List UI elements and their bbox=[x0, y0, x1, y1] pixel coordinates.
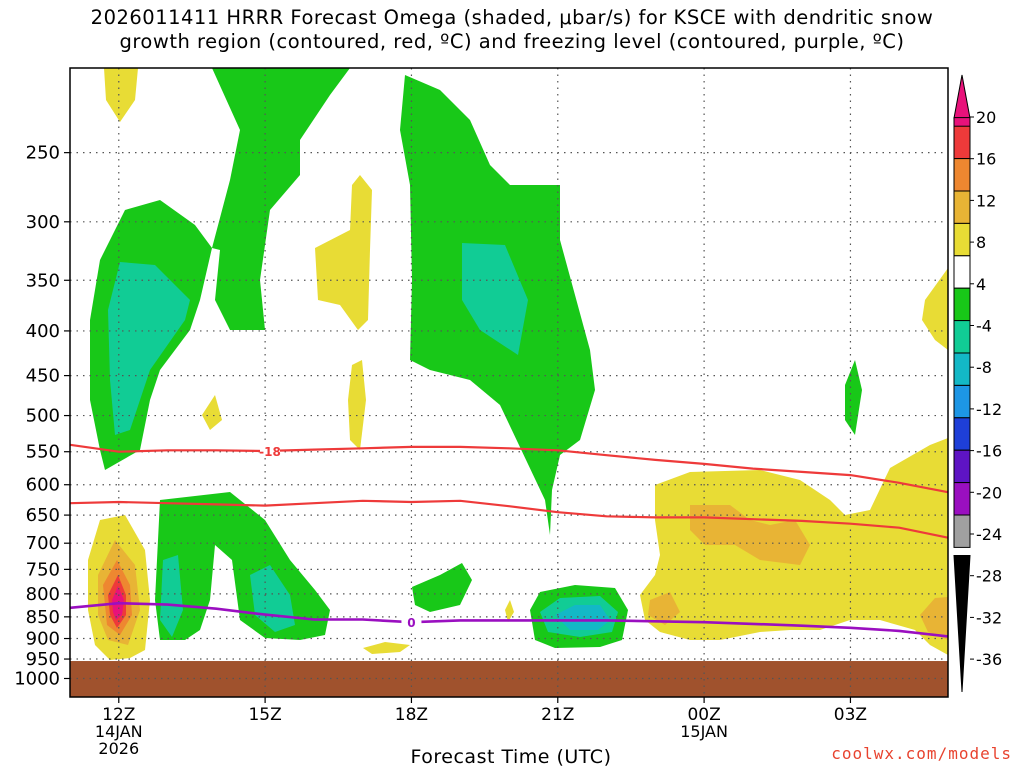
grid-lines bbox=[70, 68, 948, 697]
chart-title-line-2: growth region (contoured, red, ºC) and f… bbox=[119, 30, 905, 53]
omega-shading bbox=[88, 68, 948, 660]
omega-shade-positive bbox=[363, 642, 410, 654]
colorbar-swatch bbox=[953, 255, 971, 289]
freezing-level-contour bbox=[69, 601, 949, 638]
ground-terrain bbox=[70, 661, 948, 697]
colorbar-label: 4 bbox=[976, 275, 986, 294]
colorbar-label: -24 bbox=[976, 525, 1002, 544]
x-tick-date: 14JAN bbox=[95, 722, 143, 741]
omega-shade-positive bbox=[315, 175, 372, 330]
colorbar-swatch bbox=[953, 352, 971, 386]
colorbar-swatch bbox=[953, 158, 971, 192]
colorbar-label: -36 bbox=[976, 650, 1002, 669]
x-tick-label: 12Z bbox=[102, 705, 135, 725]
colorbar-label: -12 bbox=[976, 400, 1002, 419]
colorbar-label: -8 bbox=[976, 358, 992, 377]
source-credit: coolwx.com/models bbox=[831, 744, 1012, 763]
y-tick-label: 900 bbox=[26, 629, 60, 650]
omega-shade-positive bbox=[348, 360, 366, 450]
omega-shade-positive bbox=[920, 597, 948, 640]
colorbar-swatch bbox=[953, 384, 971, 419]
colorbar-swatch bbox=[953, 449, 971, 484]
y-tick-label: 650 bbox=[26, 505, 60, 526]
omega-shade-positive bbox=[202, 395, 222, 430]
freezing-level-label-bg bbox=[401, 615, 422, 630]
omega-shade-negative bbox=[412, 563, 472, 612]
contour-lines: -18 0 bbox=[69, 443, 949, 638]
colorbar-swatch bbox=[953, 125, 971, 160]
omega-shade-mid bbox=[108, 262, 190, 435]
x-tick-label: 21Z bbox=[541, 705, 574, 725]
pressure-axis: 2503003504004505005506006507007508008509… bbox=[14, 143, 70, 689]
y-tick-label: 450 bbox=[26, 366, 60, 387]
x-tick-label: 03Z bbox=[834, 705, 867, 725]
omega-shade-positive bbox=[690, 505, 810, 565]
x-axis-label: Forecast Time (UTC) bbox=[411, 746, 612, 768]
y-tick-label: 850 bbox=[26, 607, 60, 628]
omega-shade-mid bbox=[160, 555, 183, 637]
y-tick-label: 300 bbox=[26, 212, 60, 233]
y-tick-label: 350 bbox=[26, 270, 60, 291]
chart-title-line-1: 2026011411 HRRR Forecast Omega (shaded, … bbox=[90, 6, 934, 29]
omega-shade-positive bbox=[104, 68, 138, 122]
colorbar-label: -20 bbox=[976, 483, 1002, 502]
colorbar-label: 20 bbox=[976, 108, 996, 127]
dendritic-contour-label-bg bbox=[259, 443, 280, 458]
colorbar-label: 8 bbox=[976, 233, 986, 252]
colorbar-label: -4 bbox=[976, 317, 992, 336]
colorbar-swatch bbox=[953, 482, 971, 516]
dendritic-bottom-contour bbox=[69, 499, 949, 539]
x-tick-year: 2026 bbox=[98, 739, 139, 758]
colorbar-swatch bbox=[953, 417, 971, 451]
colorbar: 20 16 12 8 4 -4 -8 -12 -16 -20 -24 -28 -32 -36 bbox=[953, 74, 1002, 693]
colorbar-swatch bbox=[953, 320, 971, 354]
x-tick-date: 15JAN bbox=[680, 722, 728, 741]
y-tick-label: 750 bbox=[26, 559, 60, 580]
colorbar-label: -28 bbox=[976, 567, 1002, 586]
y-tick-label: 950 bbox=[26, 649, 60, 670]
y-tick-label: 800 bbox=[26, 584, 60, 605]
omega-shade-positive bbox=[922, 268, 948, 350]
y-tick-label: 1000 bbox=[14, 668, 60, 689]
y-tick-label: 250 bbox=[26, 143, 60, 164]
omega-shade-negative bbox=[90, 68, 350, 470]
omega-shade-positive bbox=[505, 600, 514, 622]
colorbar-label: 12 bbox=[976, 191, 996, 210]
y-tick-label: 400 bbox=[26, 321, 60, 342]
colorbar-swatch bbox=[953, 514, 971, 548]
y-tick-label: 700 bbox=[26, 533, 60, 554]
colorbar-bottom-arrow bbox=[953, 555, 971, 693]
y-tick-label: 550 bbox=[26, 442, 60, 463]
freezing-level-label: 0 bbox=[407, 616, 415, 630]
colorbar-top-arrow bbox=[953, 74, 971, 119]
colorbar-swatch bbox=[953, 222, 971, 257]
dendritic-top-contour bbox=[69, 443, 949, 494]
y-tick-label: 600 bbox=[26, 475, 60, 496]
colorbar-swatch bbox=[953, 287, 971, 322]
colorbar-swatch bbox=[953, 190, 971, 224]
omega-shade-strong bbox=[555, 605, 610, 630]
omega-shade-negative bbox=[845, 360, 862, 435]
x-tick-label: 18Z bbox=[395, 705, 428, 725]
colorbar-label: -32 bbox=[976, 608, 1002, 627]
x-tick-label: 15Z bbox=[248, 705, 281, 725]
colorbar-label: 16 bbox=[976, 150, 996, 169]
plot-frame bbox=[69, 67, 949, 698]
x-tick-label: 00Z bbox=[687, 705, 720, 725]
dendritic-contour-label: -18 bbox=[259, 445, 281, 459]
omega-shade-mid bbox=[462, 243, 528, 355]
colorbar-label: -16 bbox=[976, 442, 1002, 461]
y-tick-label: 500 bbox=[26, 406, 60, 427]
